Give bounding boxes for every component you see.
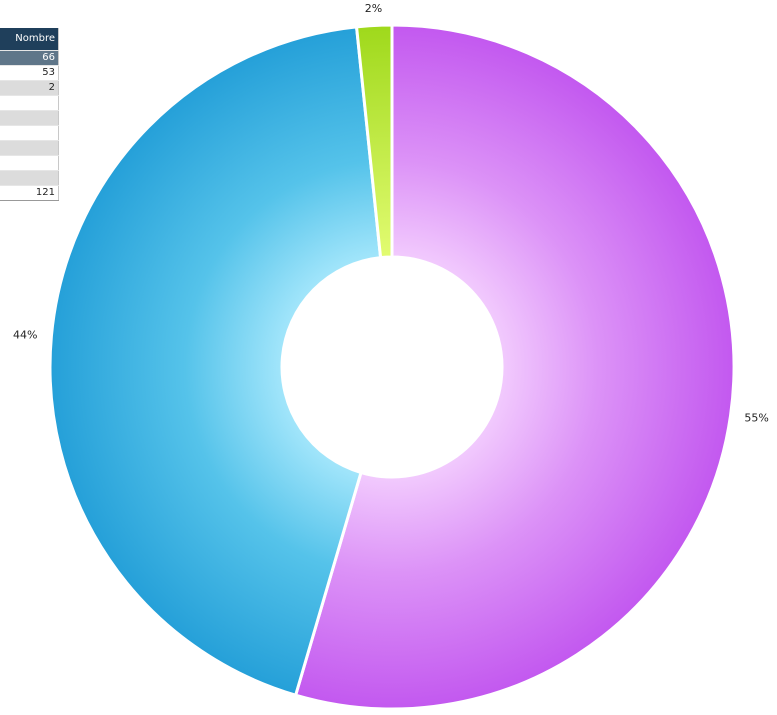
slices-layer — [48, 23, 736, 711]
table-cell — [0, 155, 59, 171]
pie-slice-1[interactable] — [48, 25, 383, 698]
table-cell: 2 — [0, 80, 59, 96]
data-table: Nombre 66 53 2 121 — [0, 28, 59, 201]
slice-label-2: 2% — [365, 2, 382, 15]
table-header-row: Nombre — [0, 28, 59, 51]
table-cell — [0, 125, 59, 141]
table-row — [0, 125, 59, 141]
table-total-cell: 121 — [0, 185, 59, 201]
slice-label-0: 55% — [744, 412, 768, 425]
table-cell — [0, 170, 59, 186]
slice-label-1: 44% — [13, 329, 37, 342]
table-cell: 53 — [0, 65, 59, 81]
labels-layer: 55% 44% 2% — [13, 2, 769, 425]
table-row: 2 — [0, 80, 59, 96]
table-cell — [0, 140, 59, 156]
pie-slice-2[interactable] — [354, 23, 394, 260]
pie-slice-0[interactable] — [293, 23, 736, 711]
table-cell — [0, 110, 59, 126]
table-row — [0, 110, 59, 126]
table-row — [0, 170, 59, 186]
table-row: 66 — [0, 50, 59, 66]
table-row — [0, 140, 59, 156]
table-header-cell: Nombre — [0, 28, 59, 51]
table-row — [0, 155, 59, 171]
table-row — [0, 95, 59, 111]
table-row: 53 — [0, 65, 59, 81]
table-total-row: 121 — [0, 185, 59, 201]
table-cell: 66 — [0, 50, 59, 66]
table-cell — [0, 95, 59, 111]
